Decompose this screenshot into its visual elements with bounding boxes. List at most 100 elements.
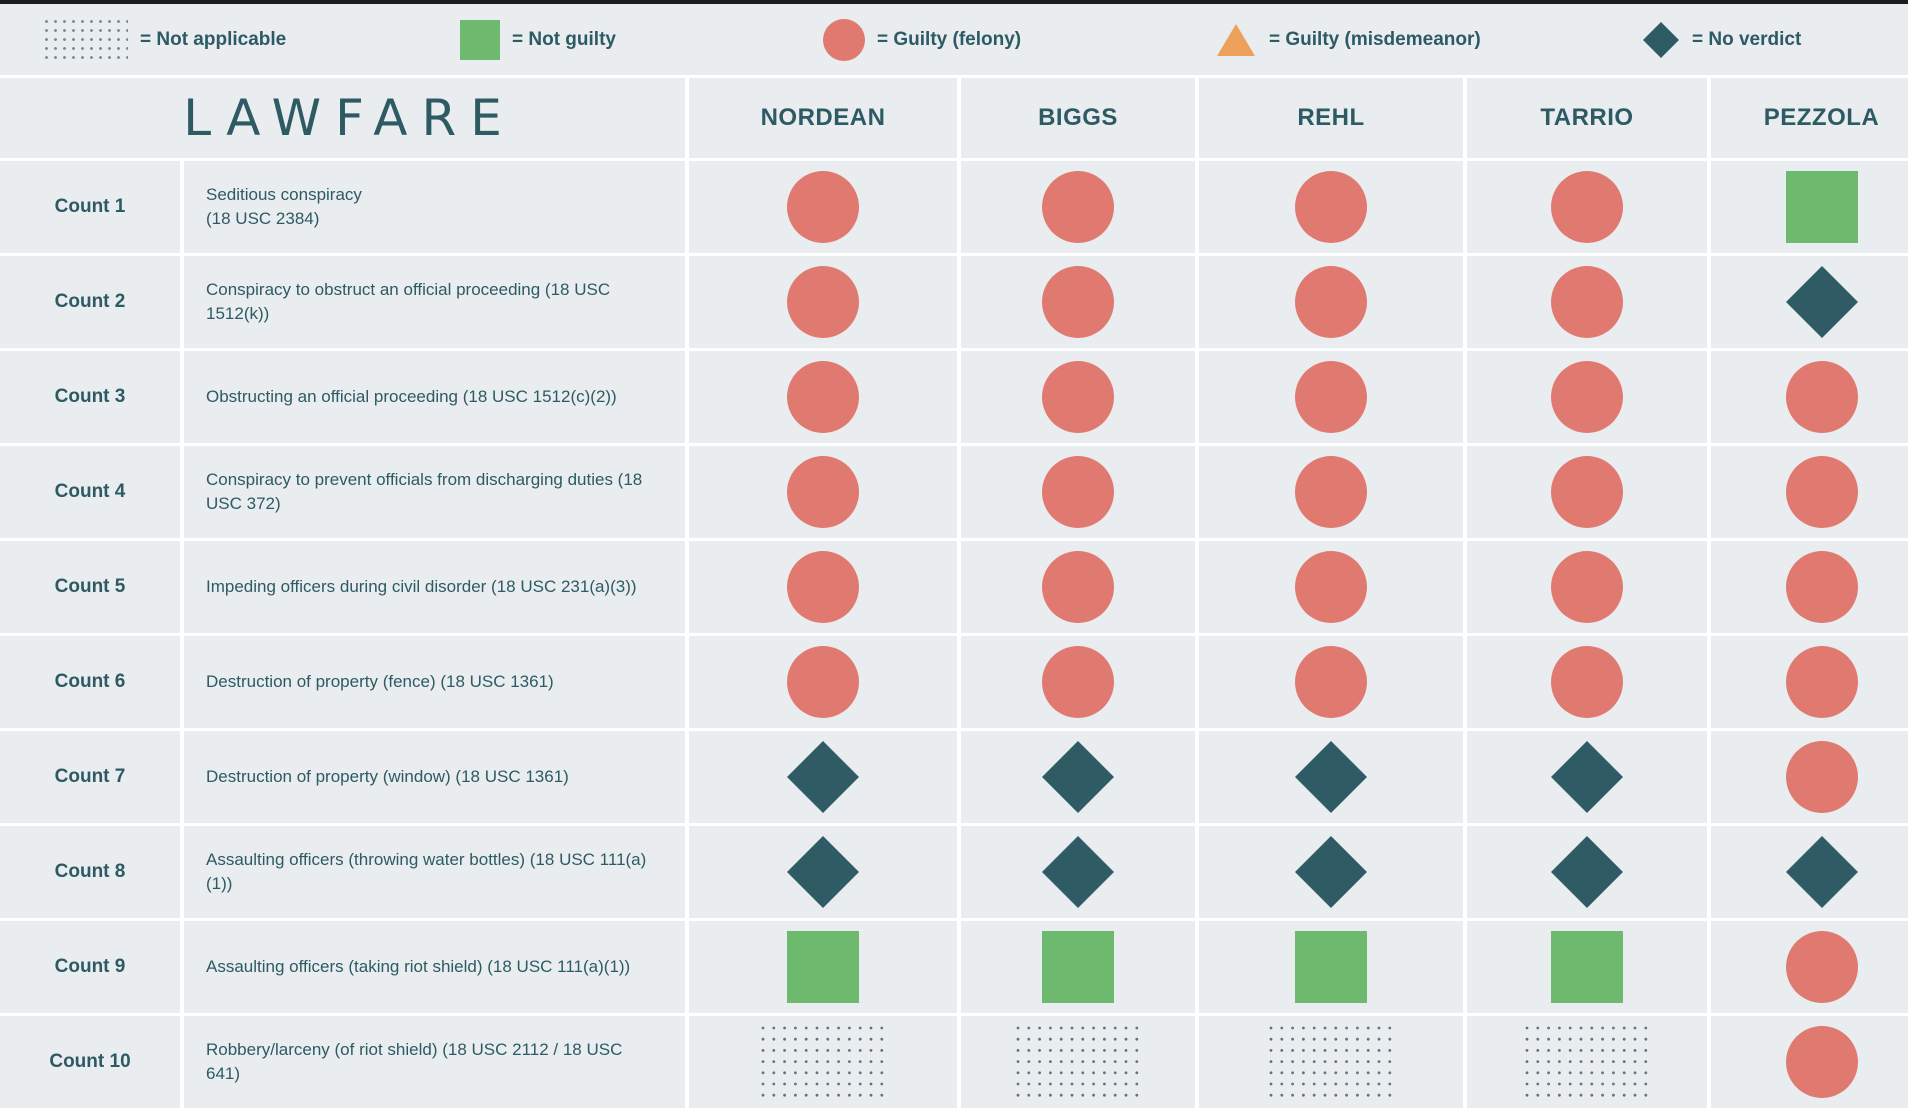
column-header-pezzola: PEZZOLA (1711, 78, 1908, 158)
mark-guilty-felony (1551, 171, 1623, 243)
mark-not-guilty (787, 931, 859, 1003)
verdict-cell-tarrio (1467, 636, 1707, 728)
verdict-table: LAWFARE NORDEAN BIGGS REHL TARRIO PEZZOLA Cou… (0, 78, 1908, 1108)
verdict-cell-tarrio (1467, 351, 1707, 443)
mark-guilty-felony (1785, 361, 1858, 433)
verdict-cell-biggs (961, 256, 1195, 348)
legend-label: = No verdict (1692, 28, 1802, 50)
mark-guilty-felony (787, 266, 859, 338)
verdict-cell-tarrio (1467, 826, 1707, 918)
mark-guilty-felony (1785, 741, 1858, 813)
verdict-cell-rehl (1199, 1016, 1463, 1108)
verdict-cell-pezzola (1711, 636, 1908, 728)
verdict-cell-nordean (689, 446, 957, 538)
column-header-biggs: BIGGS (961, 78, 1195, 158)
verdict-cell-biggs (961, 351, 1195, 443)
verdict-cell-pezzola (1711, 826, 1908, 918)
verdict-cell-biggs (961, 826, 1195, 918)
verdict-cell-rehl (1199, 731, 1463, 823)
row-description: Impeding officers during civil disorder … (206, 577, 637, 596)
mark-guilty-felony (1295, 171, 1367, 243)
mark-guilty-felony (787, 171, 859, 243)
mark-guilty-felony (1042, 551, 1114, 623)
verdict-cell-nordean (689, 161, 957, 253)
verdict-cell-biggs (961, 731, 1195, 823)
verdict-cell-pezzola (1711, 161, 1908, 253)
mark-no-verdict (1551, 836, 1623, 908)
verdict-cell-tarrio (1467, 161, 1707, 253)
red-circle-icon (823, 18, 865, 61)
verdict-cell-pezzola (1711, 256, 1908, 348)
verdict-cell-biggs (961, 161, 1195, 253)
verdict-cell-rehl (1199, 446, 1463, 538)
mark-guilty-felony (1295, 551, 1367, 623)
legend-label: = Guilty (misdemeanor) (1269, 28, 1481, 50)
row-description: Robbery/larceny (of riot shield) (18 USC… (206, 1040, 623, 1083)
legend-label: = Not applicable (140, 28, 287, 50)
mark-guilty-felony (1295, 361, 1367, 433)
verdict-cell-biggs (961, 1016, 1195, 1108)
mark-guilty-felony (1042, 646, 1114, 718)
column-header-rehl: REHL (1199, 78, 1463, 158)
row-description-cell: Conspiracy to obstruct an official proce… (184, 256, 685, 348)
mark-guilty-felony (1042, 171, 1114, 243)
legend-item-no-verdict: = No verdict (1642, 4, 1801, 75)
mark-not-guilty (1295, 931, 1367, 1003)
legend-item-not-guilty: = Not guilty (460, 4, 616, 75)
verdict-cell-nordean (689, 1016, 957, 1108)
mark-no-verdict (787, 741, 859, 813)
diamond-icon (1643, 21, 1679, 58)
column-header-label: NORDEAN (760, 104, 886, 131)
mark-no-verdict (1042, 741, 1114, 813)
mark-not-applicable (761, 1026, 884, 1097)
mark-guilty-felony (787, 551, 859, 623)
mark-no-verdict (1295, 741, 1367, 813)
brand-logo: LAWFARE (183, 89, 516, 147)
row-description-cell: Conspiracy to prevent officials from dis… (184, 446, 685, 538)
mark-no-verdict (787, 836, 859, 908)
mark-guilty-felony (787, 646, 859, 718)
row-description: Obstructing an official proceeding (18 U… (206, 387, 617, 406)
verdict-cell-tarrio (1467, 256, 1707, 348)
verdict-cell-tarrio (1467, 541, 1707, 633)
mark-guilty-felony (1551, 646, 1623, 718)
verdict-cell-rehl (1199, 921, 1463, 1013)
verdict-cell-tarrio (1467, 446, 1707, 538)
mark-guilty-felony (1295, 646, 1367, 718)
verdict-cell-nordean (689, 351, 957, 443)
mark-no-verdict (1295, 836, 1367, 908)
row-count-label: Count 1 (0, 161, 180, 253)
verdict-cell-nordean (689, 731, 957, 823)
verdict-cell-pezzola (1711, 921, 1908, 1013)
mark-no-verdict (1785, 836, 1858, 908)
mark-not-applicable (1016, 1026, 1139, 1097)
mark-no-verdict (1551, 741, 1623, 813)
mark-guilty-felony (1551, 551, 1623, 623)
verdict-cell-rehl (1199, 351, 1463, 443)
column-header-nordean: NORDEAN (689, 78, 957, 158)
verdict-cell-nordean (689, 636, 957, 728)
row-description-cell: Seditious conspiracy (18 USC 2384) (184, 161, 685, 253)
row-description-cell: Obstructing an official proceeding (18 U… (184, 351, 685, 443)
row-count-label: Count 8 (0, 826, 180, 918)
row-description-cell: Destruction of property (fence) (18 USC … (184, 636, 685, 728)
mark-no-verdict (1042, 836, 1114, 908)
row-count-label: Count 6 (0, 636, 180, 728)
row-count-label: Count 10 (0, 1016, 180, 1108)
row-description-cell: Impeding officers during civil disorder … (184, 541, 685, 633)
verdict-cell-nordean (689, 921, 957, 1013)
verdict-cell-pezzola (1711, 351, 1908, 443)
verdict-cell-pezzola (1711, 541, 1908, 633)
legend-item-guilty-felony: = Guilty (felony) (823, 4, 1021, 75)
mark-not-guilty (1785, 171, 1858, 243)
row-description: Seditious conspiracy (18 USC 2384) (206, 185, 362, 228)
row-description: Destruction of property (fence) (18 USC … (206, 672, 554, 691)
orange-triangle-icon (1217, 23, 1255, 56)
verdict-cell-rehl (1199, 826, 1463, 918)
mark-guilty-felony (1042, 266, 1114, 338)
row-count-label: Count 3 (0, 351, 180, 443)
verdict-cell-biggs (961, 541, 1195, 633)
mark-not-applicable (1525, 1026, 1648, 1097)
mark-no-verdict (1785, 266, 1858, 338)
column-header-label: BIGGS (1038, 104, 1118, 131)
